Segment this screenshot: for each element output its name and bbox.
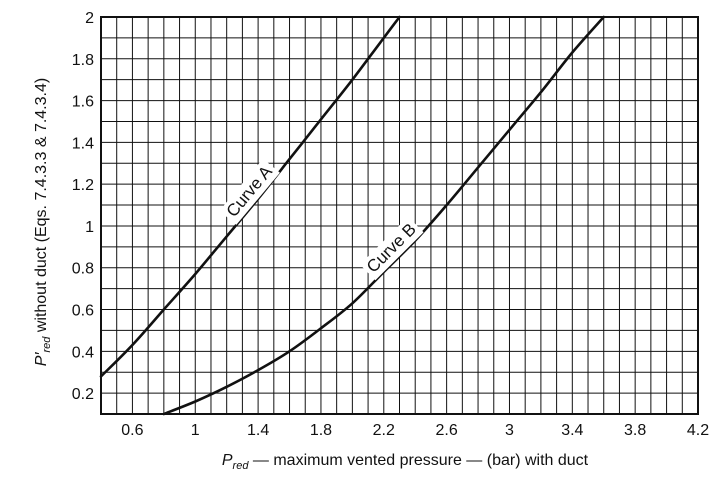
y-tick-label: 1.6 — [72, 94, 94, 111]
x-tick-label: 3.8 — [624, 422, 646, 439]
x-tick-label: 1.8 — [310, 422, 332, 439]
plot-frame — [100, 16, 699, 415]
series-curve-b — [162, 15, 605, 416]
x-tick-label: 2.6 — [436, 422, 458, 439]
curve-label-text: Curve A — [223, 162, 277, 221]
x-tick-label: 1.4 — [247, 422, 269, 439]
y-tick-label: 0.6 — [72, 303, 94, 320]
curve-label-background — [219, 158, 280, 225]
y-axis-label: P′red without duct (Eqs. 7.4.3.3 & 7.4.3… — [33, 78, 53, 366]
x-tick-label: 1 — [191, 422, 200, 439]
x-tick-label: 4.2 — [687, 422, 709, 439]
y-tick-label: 1 — [85, 219, 94, 236]
y-tick-label: 1.2 — [72, 177, 94, 194]
y-tick-label: 1.4 — [72, 135, 94, 152]
x-tick-label: 3.4 — [561, 422, 583, 439]
x-tick-label: 2.2 — [373, 422, 395, 439]
curve-label-background — [359, 216, 424, 281]
y-tick-label: 0.4 — [72, 344, 94, 361]
x-tick-label: 0.6 — [121, 422, 143, 439]
curve-label-curve-a: Curve A — [219, 158, 280, 225]
x-axis-label: Pred — maximum vented pressure — (bar) w… — [222, 452, 589, 472]
x-tick-label: 3 — [505, 422, 514, 439]
grid — [100, 16, 699, 415]
y-tick-label: 0.8 — [72, 261, 94, 278]
y-tick-label: 0.2 — [72, 386, 94, 403]
y-tick-labels: 0.2 0.4 0.6 0.8 1 1.2 1.4 1.6 1.8 2 — [72, 10, 94, 403]
y-tick-label: 1.8 — [72, 52, 94, 69]
y-tick-label: 2 — [85, 10, 94, 27]
x-tick-labels: 0.6 1 1.4 1.8 2.2 2.6 3 3.4 3.8 4.2 — [121, 422, 709, 439]
